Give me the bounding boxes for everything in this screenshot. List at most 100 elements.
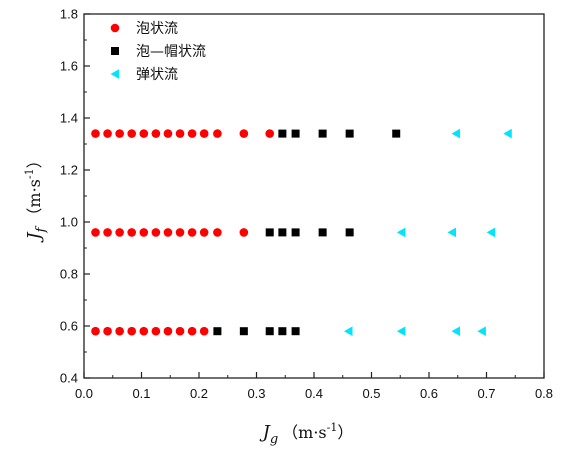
x-axis-title: Jg （m·s-1） <box>259 421 354 447</box>
data-point-square <box>278 327 287 336</box>
data-point-triangle-left <box>396 326 406 336</box>
data-point-circle <box>103 129 112 138</box>
data-point-circle <box>213 129 222 138</box>
x-axis: 0.0 0.1 0.2 0.3 0.4 0.5 0.6 0.7 0.8 <box>75 372 553 401</box>
data-point-circle <box>239 228 249 237</box>
legend-item: 泡状流 <box>110 21 178 37</box>
x-tick-label: 0.3 <box>247 386 265 401</box>
legend-marker-triangle-left <box>110 69 119 79</box>
x-axis-unit: （m·s <box>282 423 326 442</box>
data-point-circle <box>213 228 222 237</box>
y-tick-label: 0.4 <box>60 371 78 386</box>
data-point-circle <box>103 228 112 237</box>
x-axis-subscript: g <box>270 432 278 447</box>
data-point-triangle-left <box>451 326 461 336</box>
data-point-circle <box>187 129 197 138</box>
x-tick-label: 0.7 <box>477 386 495 401</box>
y-axis-subscript: f <box>34 225 49 233</box>
data-point-circle <box>139 228 149 237</box>
legend-item: 泡—帽状流 <box>111 44 206 60</box>
data-point-square <box>239 327 248 336</box>
data-point-square <box>345 228 354 237</box>
y-axis: 0.4 0.6 0.8 1.0 1.2 1.4 1.6 1.8 <box>60 7 90 386</box>
data-point-circle <box>151 129 161 138</box>
y-tick-label: 0.8 <box>60 267 78 282</box>
data-point-circle <box>163 129 173 138</box>
data-point-circle <box>175 228 185 237</box>
data-point-triangle-left <box>396 227 406 238</box>
data-point-square <box>318 228 327 237</box>
legend-label: 泡—帽状流 <box>136 44 206 60</box>
data-point-square <box>265 327 274 336</box>
y-tick-label: 1.6 <box>60 59 78 74</box>
legend-item: 弹状流 <box>110 67 178 83</box>
y-axis-symbol: J <box>24 231 45 244</box>
legend-label: 弹状流 <box>136 67 178 83</box>
y-tick-label: 1.4 <box>60 111 78 126</box>
data-point-circle <box>103 326 112 336</box>
x-tick-label: 0.1 <box>132 386 150 401</box>
data-point-circle <box>163 228 173 237</box>
data-point-triangle-left <box>486 227 496 238</box>
data-point-circle <box>151 228 161 237</box>
data-point-circle <box>91 228 100 237</box>
data-point-triangle-left <box>447 227 456 238</box>
x-tick-label: 0.2 <box>190 386 208 401</box>
data-point-circle <box>139 326 149 336</box>
data-point-circle <box>91 326 100 336</box>
x-tick-label: 0.0 <box>75 386 93 401</box>
data-point-circle <box>265 129 275 138</box>
data-point-circle <box>115 129 124 138</box>
y-tick-label: 1.0 <box>60 215 78 230</box>
data-point-triangle-left <box>451 128 461 139</box>
data-point-circle <box>127 129 137 138</box>
data-point-circle <box>139 129 149 138</box>
y-axis-unit-exponent: -1 <box>23 168 36 179</box>
data-point-square <box>318 129 327 138</box>
plot-area: 0.0 0.1 0.2 0.3 0.4 0.5 0.6 0.7 0.8 0.4 0.6 0.8 1.0… <box>60 7 553 402</box>
data-point-triangle-left <box>477 326 486 336</box>
y-tick-label: 0.6 <box>60 319 78 334</box>
y-tick-label: 1.2 <box>60 163 78 178</box>
data-point-circle <box>175 129 185 138</box>
data-point-triangle-left <box>344 326 353 336</box>
data-point-circle <box>199 129 209 138</box>
data-point-circle <box>115 228 124 237</box>
x-tick-label: 0.6 <box>420 386 438 401</box>
data-point-circle <box>163 326 173 336</box>
data-point-circle <box>199 228 209 237</box>
y-axis-title: Jf （m·s-1） <box>23 152 49 243</box>
x-axis-unit-close: ） <box>337 423 353 442</box>
legend-marker-circle <box>110 23 120 33</box>
data-point-square <box>345 129 354 138</box>
data-point-circle <box>187 326 197 336</box>
data-point-triangle-left <box>503 128 512 139</box>
data-point-square <box>392 129 401 138</box>
x-tick-label: 0.4 <box>305 386 323 401</box>
data-point-circle <box>91 129 100 138</box>
y-axis-unit-close: ） <box>25 152 44 168</box>
legend-marker-square <box>111 47 119 55</box>
data-point-square <box>291 327 300 336</box>
legend-label: 泡状流 <box>136 21 178 37</box>
data-point-circle <box>175 326 185 336</box>
data-point-square <box>291 129 300 138</box>
data-point-square <box>265 228 274 237</box>
data-point-circle <box>187 228 197 237</box>
data-point-circle <box>199 326 209 336</box>
data-point-square <box>278 129 287 138</box>
x-axis-symbol: J <box>259 422 272 443</box>
x-tick-label: 0.8 <box>535 386 553 401</box>
x-axis-unit-exponent: -1 <box>327 421 338 434</box>
data-markers <box>91 128 512 336</box>
data-point-circle <box>127 228 137 237</box>
x-tick-label: 0.5 <box>362 386 380 401</box>
y-axis-unit: （m·s <box>25 179 44 223</box>
data-point-square <box>278 228 287 237</box>
data-point-square <box>213 327 222 336</box>
data-point-circle <box>115 326 124 336</box>
data-point-circle <box>127 326 137 336</box>
data-point-circle <box>239 129 249 138</box>
